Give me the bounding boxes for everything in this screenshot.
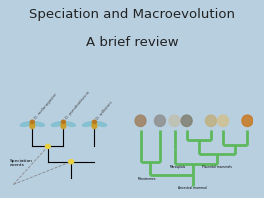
Ellipse shape bbox=[20, 122, 32, 126]
Ellipse shape bbox=[95, 122, 106, 126]
Text: Speciation
events: Speciation events bbox=[10, 159, 33, 167]
Ellipse shape bbox=[169, 115, 180, 127]
Ellipse shape bbox=[61, 122, 66, 129]
Ellipse shape bbox=[82, 122, 94, 126]
Circle shape bbox=[45, 144, 50, 148]
Ellipse shape bbox=[181, 115, 192, 127]
Text: Speciation and Macroevolution: Speciation and Macroevolution bbox=[29, 8, 235, 21]
Ellipse shape bbox=[154, 115, 165, 127]
Text: D. pseudoobscura: D. pseudoobscura bbox=[65, 90, 91, 120]
Text: Monotremes: Monotremes bbox=[137, 177, 156, 181]
Text: Ancestral mammal: Ancestral mammal bbox=[178, 186, 207, 190]
Text: A brief review: A brief review bbox=[86, 36, 178, 49]
Ellipse shape bbox=[242, 115, 253, 127]
Ellipse shape bbox=[30, 122, 35, 129]
Ellipse shape bbox=[64, 122, 76, 126]
Circle shape bbox=[61, 120, 65, 124]
Ellipse shape bbox=[218, 115, 229, 127]
Text: Placental mammals: Placental mammals bbox=[202, 165, 232, 169]
Circle shape bbox=[69, 160, 74, 164]
Circle shape bbox=[30, 120, 34, 124]
Ellipse shape bbox=[92, 122, 97, 129]
Text: D. willistoni: D. willistoni bbox=[96, 100, 114, 120]
Circle shape bbox=[92, 120, 96, 124]
Ellipse shape bbox=[205, 115, 216, 127]
Ellipse shape bbox=[32, 122, 44, 126]
Ellipse shape bbox=[51, 122, 63, 126]
Ellipse shape bbox=[135, 115, 146, 127]
Text: D. melanogaster: D. melanogaster bbox=[34, 93, 58, 120]
Text: Marsupials: Marsupials bbox=[170, 165, 186, 169]
